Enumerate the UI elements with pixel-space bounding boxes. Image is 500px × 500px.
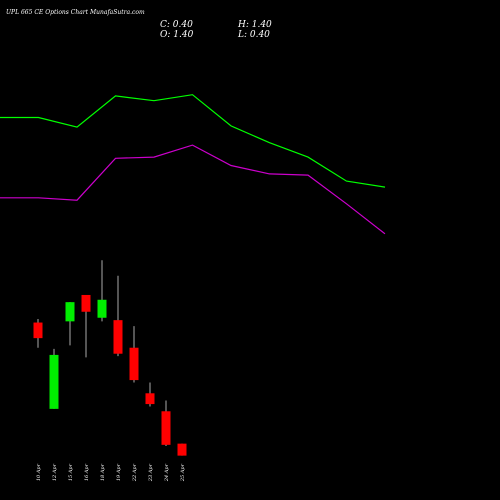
info-high: H: 1.40 (237, 20, 272, 30)
candle-body (145, 393, 155, 405)
candle-body (161, 411, 171, 445)
candle-body (177, 443, 187, 456)
x-tick-label: 15 Apr (68, 463, 74, 481)
candle-body (129, 347, 139, 381)
x-tick-label: 19 Apr (116, 463, 122, 481)
candle-body (81, 294, 91, 312)
x-tick-label: 25 Apr (180, 463, 186, 482)
info-open: O: 1.40 (160, 30, 194, 40)
x-tick-label: 23 Apr (148, 463, 154, 482)
indicator-line (0, 94, 386, 188)
info-low: L: 0.40 (237, 30, 270, 40)
candle-body (49, 354, 59, 409)
info-close: C: 0.40 (160, 20, 193, 30)
candle-body (113, 320, 123, 354)
x-tick-label: 24 Apr (164, 463, 170, 482)
x-tick-label: 12 Apr (52, 463, 58, 481)
x-tick-label: 16 Apr (84, 463, 90, 481)
x-tick-label: 10 Apr (36, 463, 42, 481)
candle-body (97, 299, 107, 318)
x-tick-label: 22 Apr (132, 463, 138, 482)
candle-body (65, 302, 75, 322)
indicator-line (0, 144, 386, 235)
x-tick-label: 18 Apr (100, 463, 106, 481)
chart-title: UPL 665 CE Options Chart MunafaSutra.com (6, 9, 145, 16)
candle-body (33, 322, 43, 339)
